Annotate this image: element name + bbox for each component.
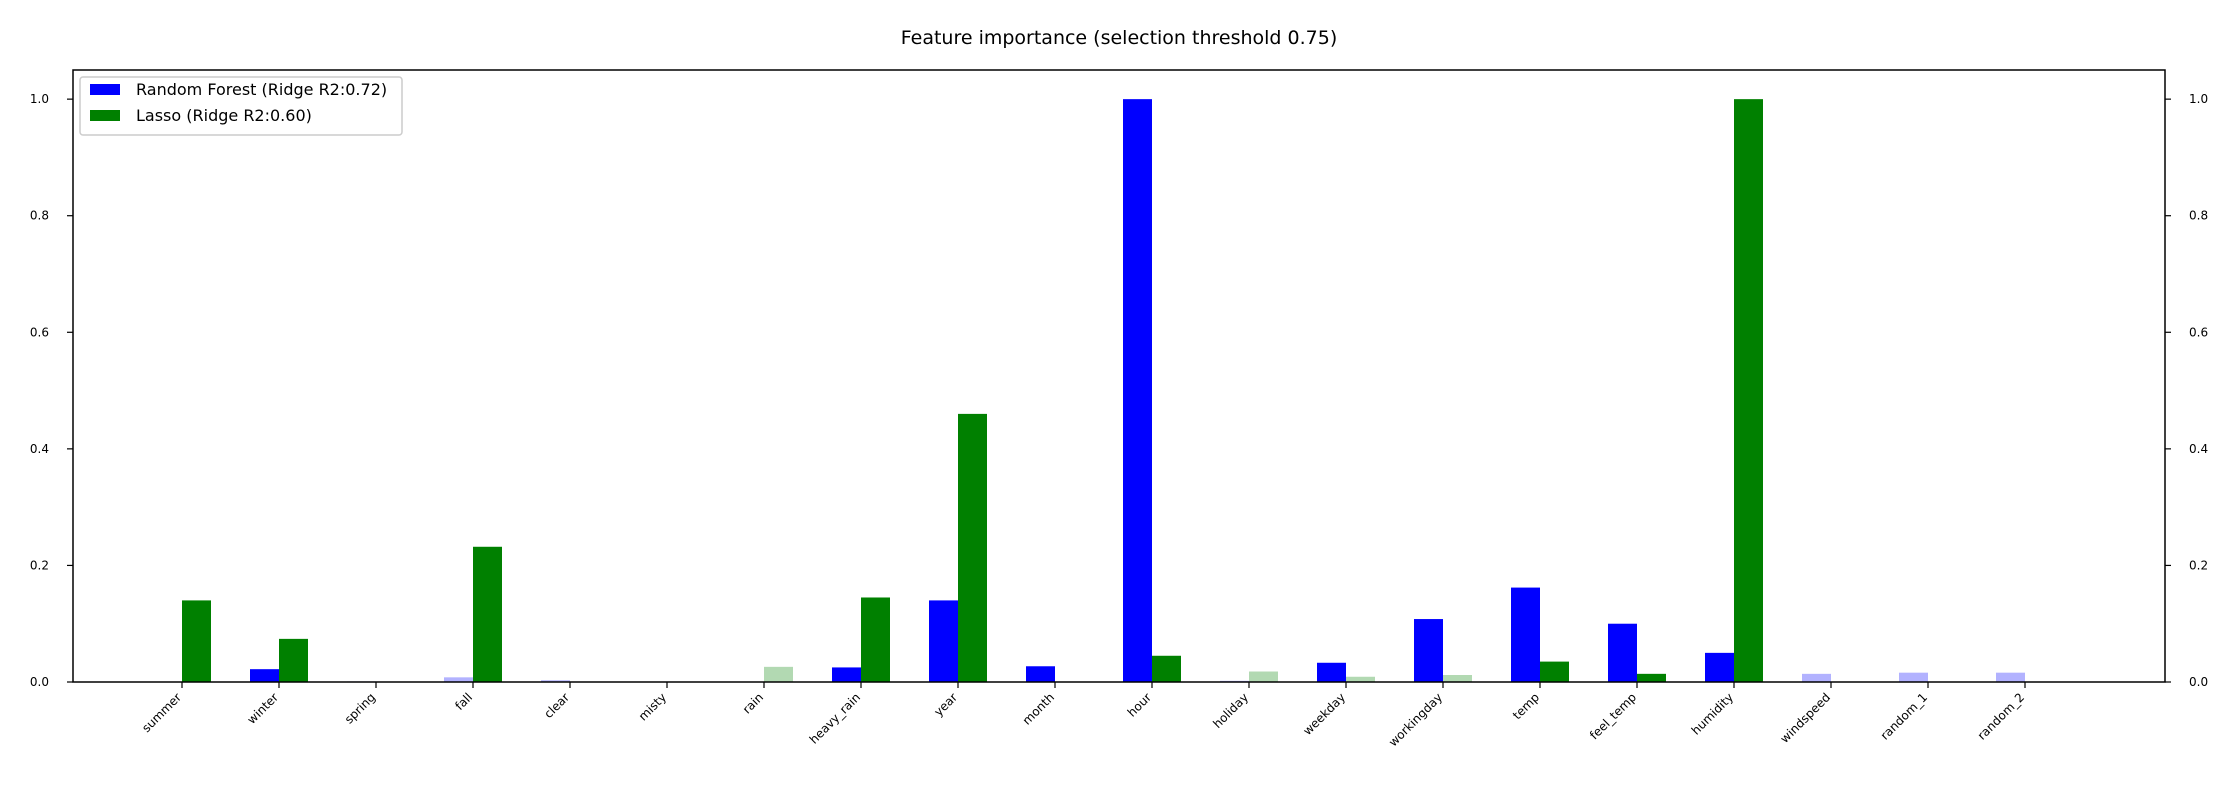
bar-lasso-workingday bbox=[1443, 675, 1472, 682]
x-tick-label-windspeed: windspeed bbox=[1778, 690, 1834, 746]
chart-title: Feature importance (selection threshold … bbox=[901, 27, 1338, 49]
y-tick-label-right: 0.4 bbox=[2189, 442, 2208, 456]
bar-lasso-fall bbox=[473, 546, 502, 682]
y-tick-label-right: 0.8 bbox=[2189, 209, 2208, 223]
bar-random-forest-fall bbox=[444, 677, 473, 682]
bar-random-forest-feel_temp bbox=[1608, 623, 1637, 682]
bar-random-forest-humidity bbox=[1705, 652, 1734, 682]
x-tick-label-year: year bbox=[931, 690, 960, 719]
legend-swatch-lasso bbox=[90, 110, 120, 121]
y-tick-label-left: 0.6 bbox=[30, 325, 49, 339]
y-tick-label-left: 1.0 bbox=[30, 92, 49, 106]
x-tick-label-rain: rain bbox=[740, 690, 766, 716]
y-tick-label-left: 0.8 bbox=[30, 209, 49, 223]
x-tick-label-hour: hour bbox=[1125, 690, 1154, 719]
bar-lasso-summer bbox=[182, 600, 211, 682]
bar-lasso-temp bbox=[1540, 661, 1569, 682]
bar-random-forest-heavy_rain bbox=[832, 667, 861, 682]
axes-layer: 0.0 0.0 0.2 0.2 0.4 0.4 0.6 0.6 0.8 0.8 1.0 1.0 summ… bbox=[30, 69, 2208, 749]
bar-lasso-feel_temp bbox=[1637, 673, 1666, 682]
legend: Random Forest (Ridge R2:0.72) Lasso (Ridg… bbox=[79, 76, 403, 136]
bar-random-forest-year bbox=[929, 600, 958, 682]
x-tick-label-misty: misty bbox=[636, 690, 669, 723]
x-tick-label-spring: spring bbox=[342, 690, 378, 726]
bar-lasso-holiday bbox=[1249, 671, 1278, 682]
x-tick-label-workingday: workingday bbox=[1386, 690, 1445, 749]
x-tick-label-clear: clear bbox=[541, 690, 572, 721]
legend-box bbox=[79, 76, 403, 136]
y-tick-label-left: 0.2 bbox=[30, 558, 49, 572]
bar-random-forest-temp bbox=[1511, 587, 1540, 682]
x-tick-label-month: month bbox=[1020, 690, 1057, 727]
y-tick-label-right: 0.2 bbox=[2189, 558, 2208, 572]
bars-layer bbox=[182, 99, 2025, 682]
legend-label-lasso: Lasso (Ridge R2:0.60) bbox=[136, 106, 312, 125]
y-tick-label-right: 1.0 bbox=[2189, 92, 2208, 106]
bar-random-forest-weekday bbox=[1317, 662, 1346, 682]
bar-random-forest-clear bbox=[541, 680, 570, 682]
x-tick-label-humidity: humidity bbox=[1689, 690, 1736, 737]
bar-lasso-weekday bbox=[1346, 676, 1375, 682]
legend-label-random-forest: Random Forest (Ridge R2:0.72) bbox=[136, 80, 387, 99]
bar-random-forest-workingday bbox=[1414, 619, 1443, 682]
bar-random-forest-month bbox=[1026, 666, 1055, 682]
x-tick-label-heavy_rain: heavy_rain bbox=[807, 690, 863, 746]
bar-random-forest-windspeed bbox=[1802, 673, 1831, 682]
bar-random-forest-random_1 bbox=[1899, 672, 1928, 682]
y-tick-label-left: 0.0 bbox=[30, 675, 49, 689]
plot-frame bbox=[72, 69, 2166, 683]
x-tick-label-random_2: random_2 bbox=[1975, 690, 2027, 742]
bar-lasso-hour bbox=[1152, 655, 1181, 682]
x-tick-label-feel_temp: feel_temp bbox=[1587, 690, 1639, 742]
x-tick-label-weekday: weekday bbox=[1300, 690, 1348, 738]
x-tick-label-random_1: random_1 bbox=[1878, 690, 1930, 742]
bar-lasso-humidity bbox=[1734, 99, 1763, 682]
x-tick-label-holiday: holiday bbox=[1210, 690, 1251, 731]
y-tick-label-right: 0.0 bbox=[2189, 675, 2208, 689]
bar-random-forest-random_2 bbox=[1996, 672, 2025, 682]
bar-lasso-rain bbox=[764, 666, 793, 682]
bar-random-forest-hour bbox=[1123, 99, 1152, 682]
y-tick-label-right: 0.6 bbox=[2189, 325, 2208, 339]
x-tick-label-summer: summer bbox=[139, 690, 184, 735]
bar-lasso-heavy_rain bbox=[861, 597, 890, 682]
y-tick-label-left: 0.4 bbox=[30, 442, 49, 456]
legend-swatch-random-forest bbox=[90, 84, 120, 95]
x-tick-label-temp: temp bbox=[1510, 690, 1542, 722]
x-tick-label-fall: fall bbox=[452, 690, 475, 713]
x-tick-label-winter: winter bbox=[245, 690, 282, 727]
bar-lasso-winter bbox=[279, 638, 308, 682]
bar-random-forest-winter bbox=[250, 669, 279, 682]
bar-lasso-year bbox=[958, 413, 987, 682]
